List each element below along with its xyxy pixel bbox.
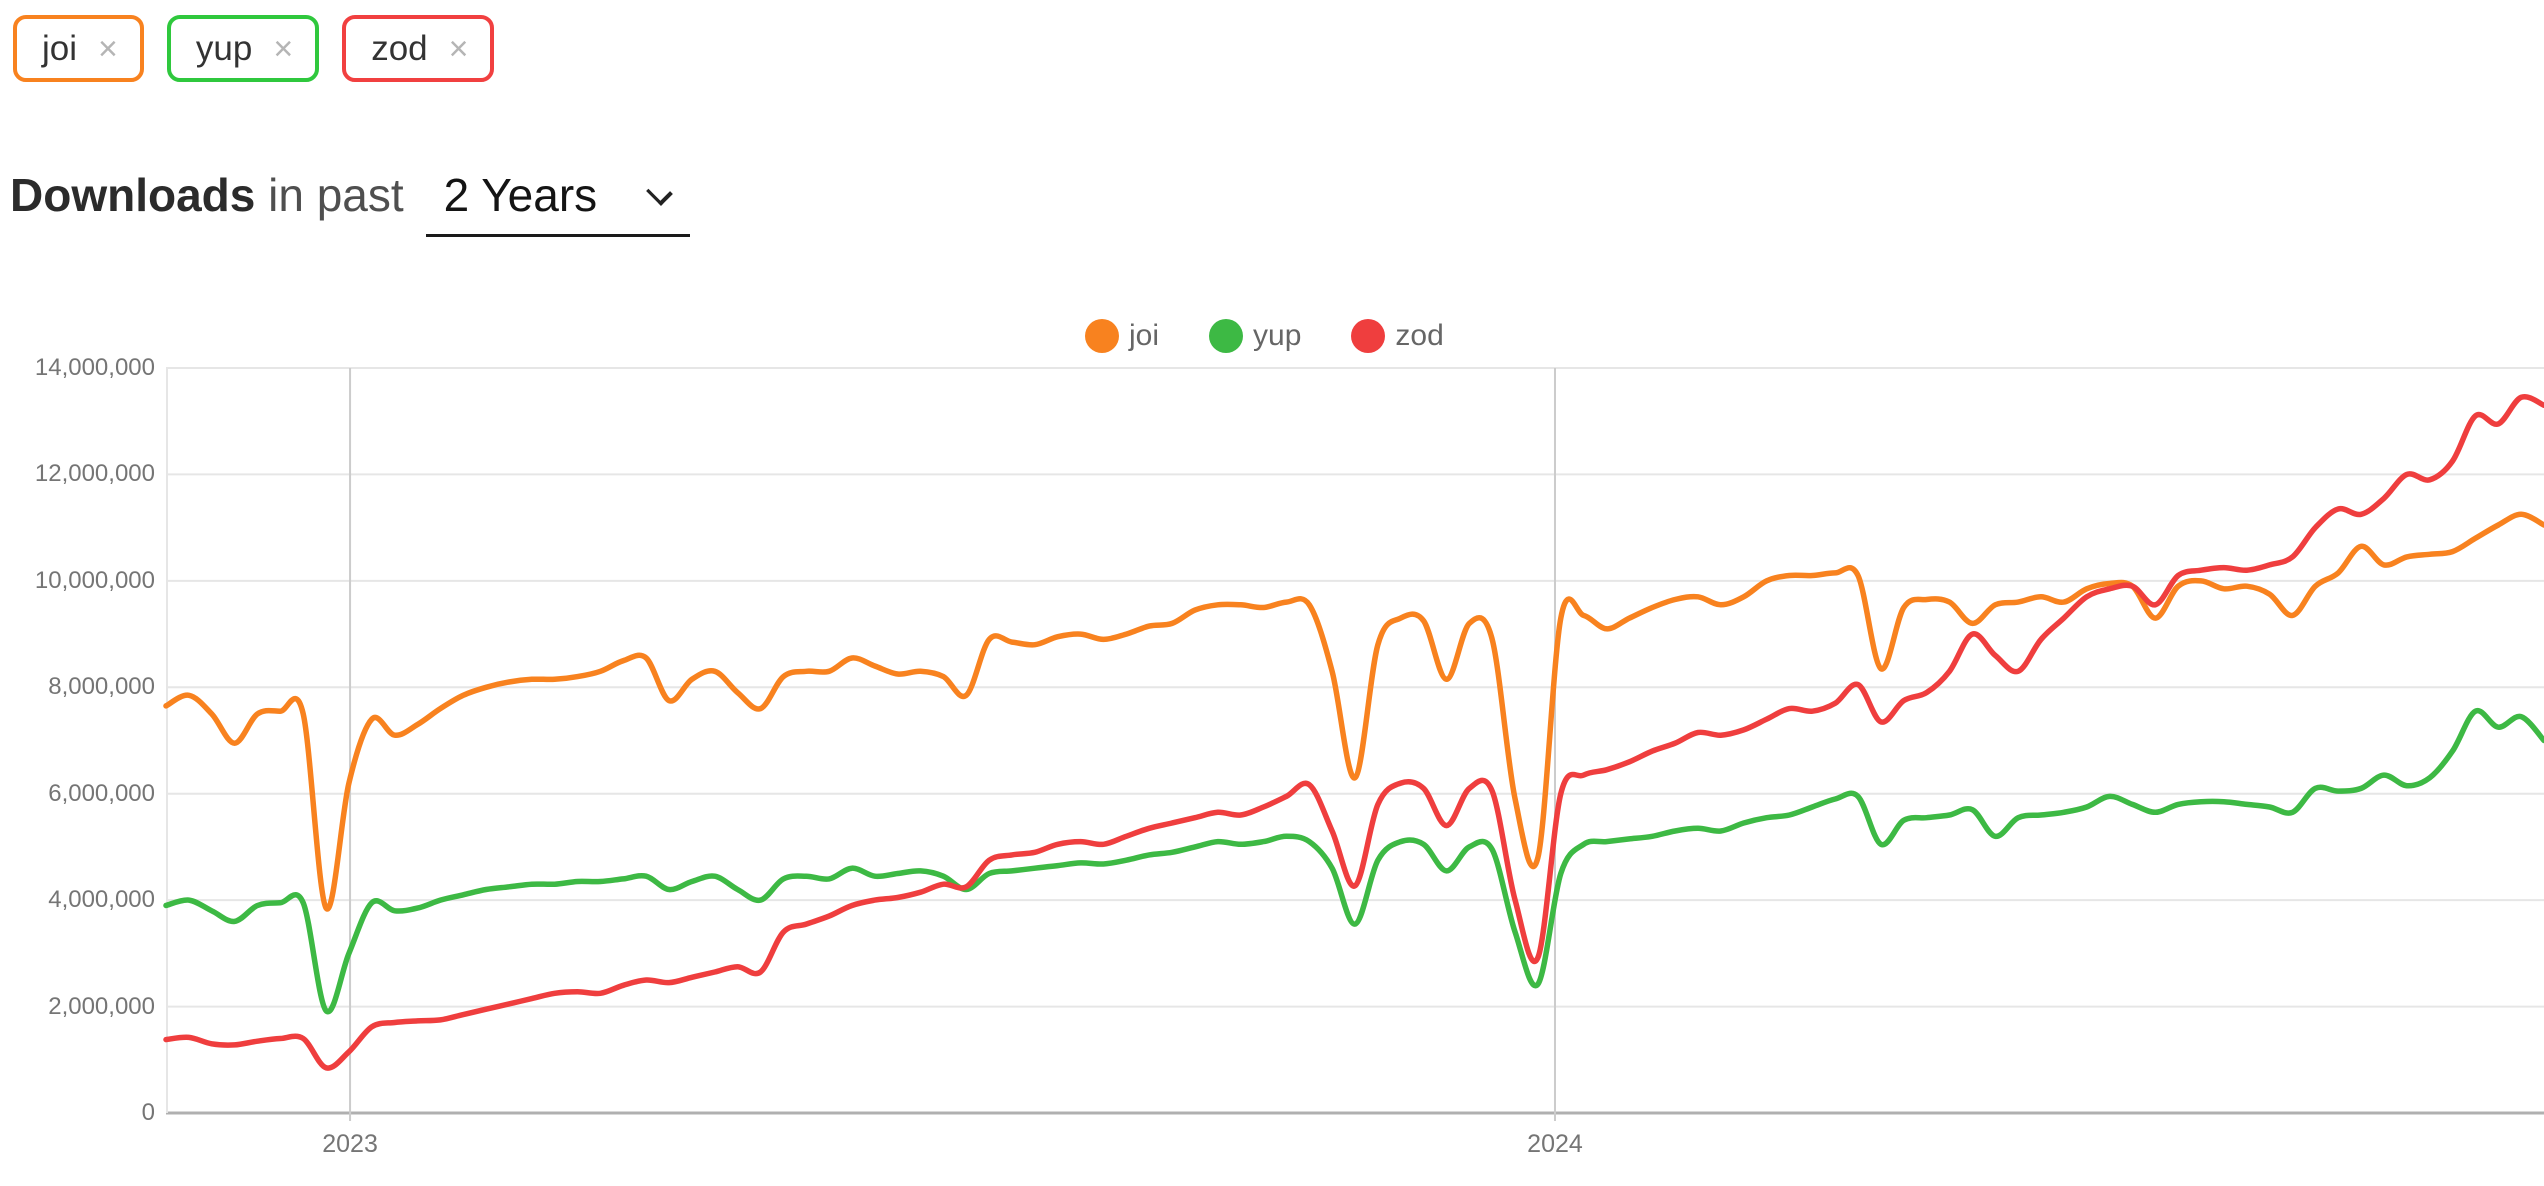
package-tag-label: zod — [371, 29, 428, 68]
y-axis-tick-label: 6,000,000 — [48, 779, 155, 807]
y-axis-tick-label: 12,000,000 — [34, 460, 155, 488]
package-tag-zod[interactable]: zod × — [342, 15, 495, 82]
legend-item-zod: zod — [1351, 319, 1444, 353]
time-range-value: 2 Years — [443, 169, 598, 221]
package-tag-joi[interactable]: joi × — [13, 15, 144, 82]
heading-downloads: Downloads — [10, 169, 256, 221]
x-axis-tick-label: 2024 — [1527, 1130, 1583, 1158]
package-tags: joi × yup × zod × — [13, 15, 495, 82]
remove-package-icon[interactable]: × — [448, 29, 469, 68]
y-axis-tick-label: 0 — [141, 1099, 155, 1126]
y-axis-tick-label: 2,000,000 — [48, 992, 155, 1020]
legend-label: zod — [1395, 319, 1444, 352]
legend-item-yup: yup — [1209, 319, 1301, 353]
legend-label: joi — [1129, 319, 1160, 352]
y-axis-tick-label: 8,000,000 — [48, 673, 155, 701]
chart-heading: Downloads in past 2 Years — [10, 168, 691, 237]
legend-label: yup — [1253, 319, 1302, 352]
remove-package-icon[interactable]: × — [273, 29, 294, 68]
time-range-select[interactable]: 2 Years — [425, 168, 691, 237]
chart-legend: joi yup zod — [1085, 319, 1444, 353]
package-tag-label: joi — [42, 29, 78, 68]
legend-dot-zod — [1351, 319, 1386, 353]
legend-dot-yup — [1209, 319, 1244, 353]
series-line-zod — [163, 393, 2544, 1071]
heading-in-past: in past — [268, 169, 404, 221]
y-axis-tick-label: 4,000,000 — [48, 886, 155, 914]
series-line-yup — [163, 707, 2544, 1015]
legend-item-joi: joi — [1085, 319, 1159, 353]
package-tag-yup[interactable]: yup × — [166, 15, 320, 82]
x-axis-tick-label: 2023 — [322, 1130, 378, 1158]
y-axis-tick-label: 14,000,000 — [34, 354, 155, 381]
package-tag-label: yup — [195, 29, 253, 68]
y-axis-tick-label: 10,000,000 — [34, 566, 155, 594]
remove-package-icon[interactable]: × — [98, 29, 118, 68]
legend-dot-joi — [1085, 319, 1119, 353]
